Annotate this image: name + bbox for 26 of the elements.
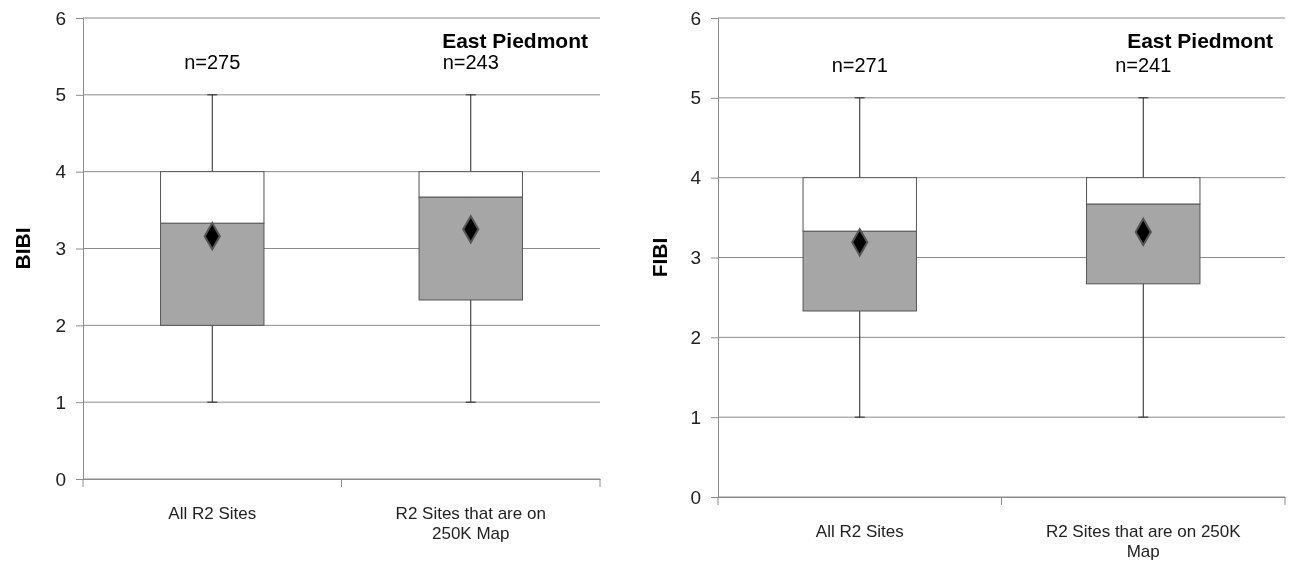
- y-tick-label: 1: [55, 391, 66, 413]
- text: East Piedmont: [1127, 29, 1273, 52]
- y-axis-title: FIBI: [648, 237, 671, 278]
- y-tick-label: 6: [55, 7, 66, 29]
- y-tick-label: 4: [690, 167, 702, 189]
- annotation: n=271: [831, 53, 888, 76]
- y-axis-title: BIBI: [11, 227, 34, 270]
- y-tick-label: 6: [690, 7, 701, 29]
- x-tick-label: All R2 Sites: [168, 504, 257, 523]
- annotation: n=243: [442, 50, 499, 73]
- y-tick-label: 3: [690, 247, 701, 269]
- y-tick-label: 2: [55, 314, 66, 336]
- y-tick-label: 3: [55, 238, 66, 260]
- y-tick-label: 5: [55, 84, 66, 106]
- y-tick-label: 2: [690, 326, 701, 348]
- y-tick-label: 4: [55, 161, 67, 183]
- text: East Piedmont: [442, 29, 588, 52]
- annotation: n=241: [1115, 53, 1172, 76]
- annotation: n=275: [184, 50, 241, 73]
- x-tick-label: R2 Sites that are on 250K Map: [395, 504, 546, 544]
- x-tick-label: R2 Sites that are on 250K Map: [1045, 522, 1242, 562]
- y-tick-label: 0: [55, 468, 66, 490]
- y-tick-label: 0: [690, 486, 701, 508]
- y-tick-label: 5: [690, 87, 701, 109]
- y-tick-label: 1: [690, 406, 701, 428]
- x-tick-label: All R2 Sites: [815, 522, 904, 541]
